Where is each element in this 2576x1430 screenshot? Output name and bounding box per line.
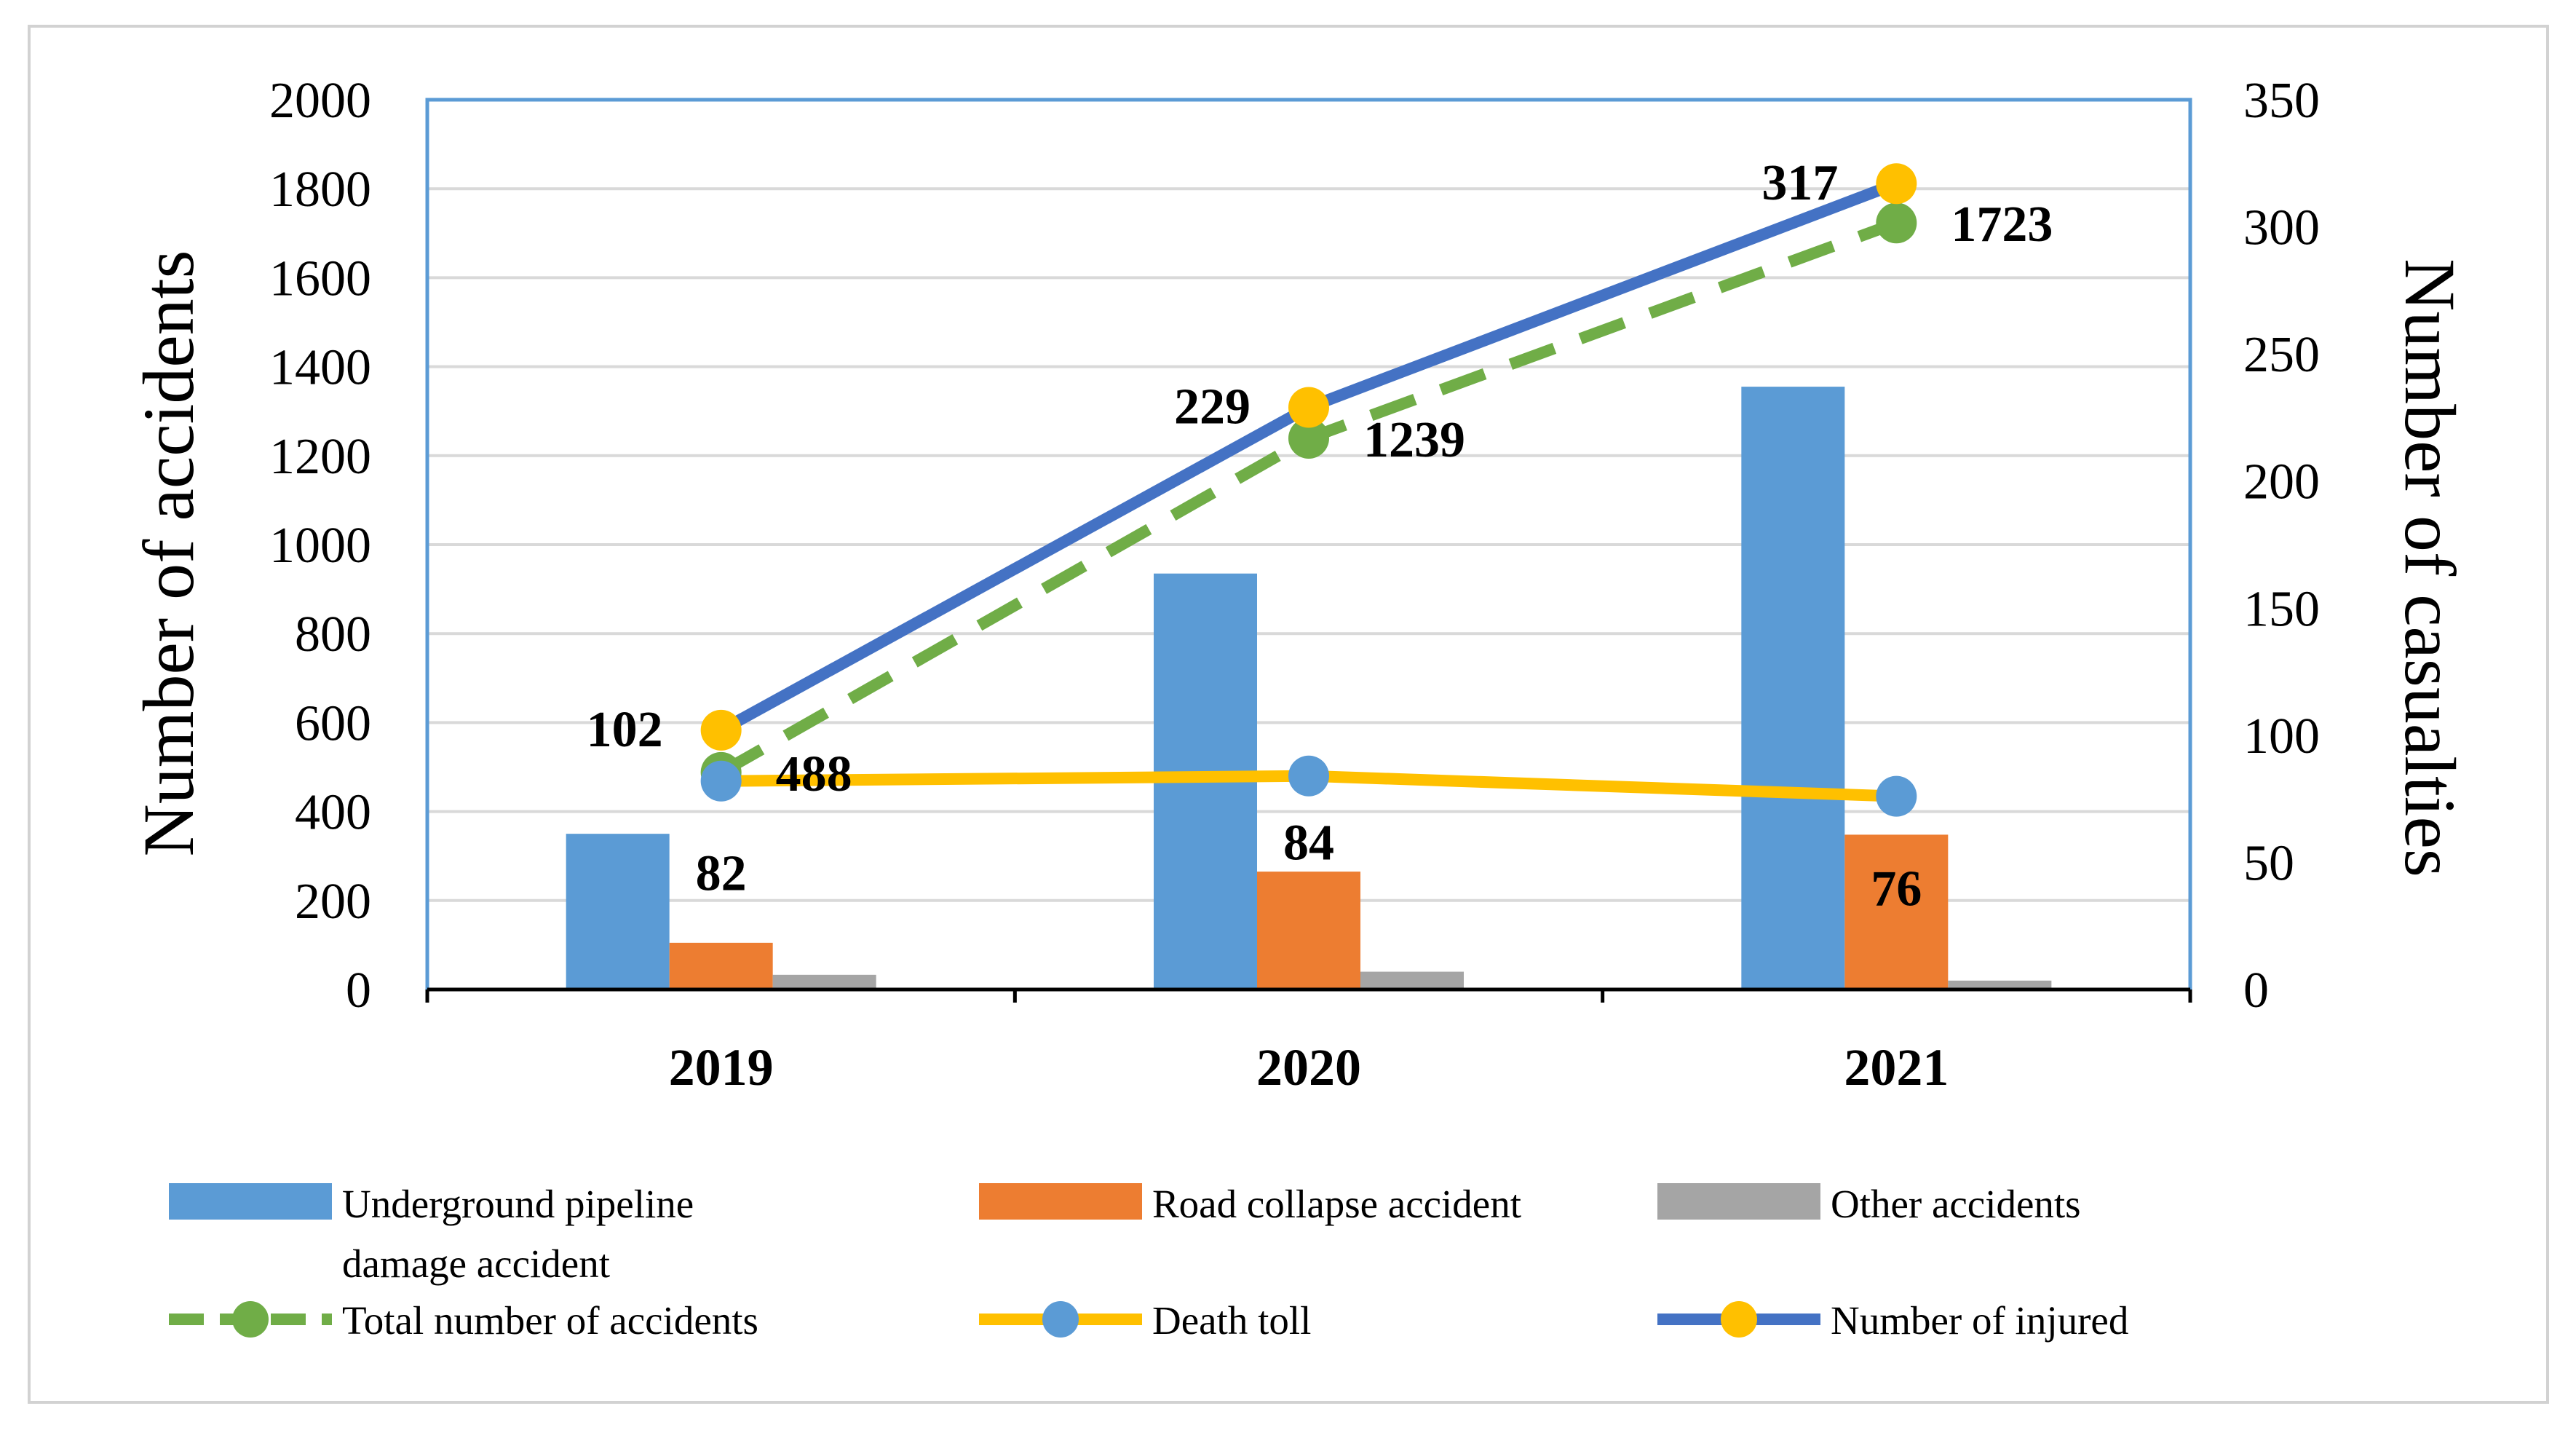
lines [700,163,1917,817]
bar [566,834,670,989]
series-point [1876,775,1917,817]
left-tick-label: 400 [295,785,371,841]
series-point [1288,387,1329,428]
series-point [1876,163,1917,205]
left-tick-label: 1800 [269,162,371,218]
legend-marker [1721,1301,1757,1338]
right-tick-label: 100 [2243,708,2320,765]
series-point [700,709,742,751]
left-tick-label: 600 [295,695,371,751]
data-label-injured: 229 [1174,379,1251,435]
legend-label: Underground pipeline [342,1182,694,1226]
right-tick-label: 0 [2243,963,2269,1019]
left-tick-label: 1400 [269,340,371,396]
right-tick-label: 350 [2243,73,2320,129]
legend-label: Road collapse accident [1152,1182,1521,1226]
bar [1360,971,1464,989]
data-label-total: 1239 [1363,412,1465,468]
left-tick-label: 1600 [269,250,371,307]
series-point [1288,755,1329,797]
legend-label: Number of injured [1831,1298,2128,1343]
legend-label: damage accident [342,1241,610,1286]
legend: Underground pipeline damage accident Road … [169,1182,2128,1343]
bar [1741,387,1845,989]
data-label-total: 488 [776,746,852,802]
axes: 0 200 400 600 800 1000 1200 1400 1600 1800 2000 0 50… [269,73,2320,1097]
category-label: 2019 [669,1038,774,1097]
data-labels: 488 1239 1723 102 229 317 82 84 76 [587,155,2053,917]
legend-marker [232,1301,269,1338]
left-tick-label: 1200 [269,429,371,485]
right-tick-label: 200 [2243,454,2320,510]
data-label-death: 82 [696,846,747,902]
left-tick-label: 0 [346,963,371,1019]
data-label-total: 1723 [1951,197,2053,253]
left-axis-title: Number of accidents [128,250,209,856]
right-tick-label: 150 [2243,581,2320,637]
category-label: 2021 [1844,1038,1949,1097]
left-tick-label: 200 [295,874,371,930]
data-label-injured: 317 [1761,155,1838,211]
right-tick-label: 300 [2243,200,2320,256]
series-point [1288,417,1329,459]
right-axis-title: Number of casualties [2390,258,2470,877]
legend-label: Death toll [1152,1298,1311,1343]
bar [1844,834,1949,989]
data-label-injured: 102 [587,702,663,758]
legend-label: Other accidents [1831,1182,2081,1226]
bar [772,974,876,989]
bar [1948,980,2052,989]
bar [1257,872,1360,989]
category-label: 2020 [1256,1038,1361,1097]
left-tick-label: 1000 [269,518,371,574]
series-point [1876,202,1917,244]
legend-swatch [169,1183,332,1220]
bar [669,942,773,989]
right-tick-label: 50 [2243,835,2294,891]
chart-frame [28,25,2549,1404]
legend-marker [1042,1301,1079,1338]
data-label-death: 84 [1283,815,1334,872]
right-tick-label: 250 [2243,327,2320,383]
legend-label: Total number of accidents [342,1298,758,1343]
legend-swatch [979,1183,1142,1220]
legend-swatch [1657,1183,1820,1220]
left-tick-label: 2000 [269,73,371,129]
data-label-death: 76 [1871,861,1922,917]
bars [566,387,2052,989]
series-point [700,760,742,802]
left-tick-label: 800 [295,607,371,663]
